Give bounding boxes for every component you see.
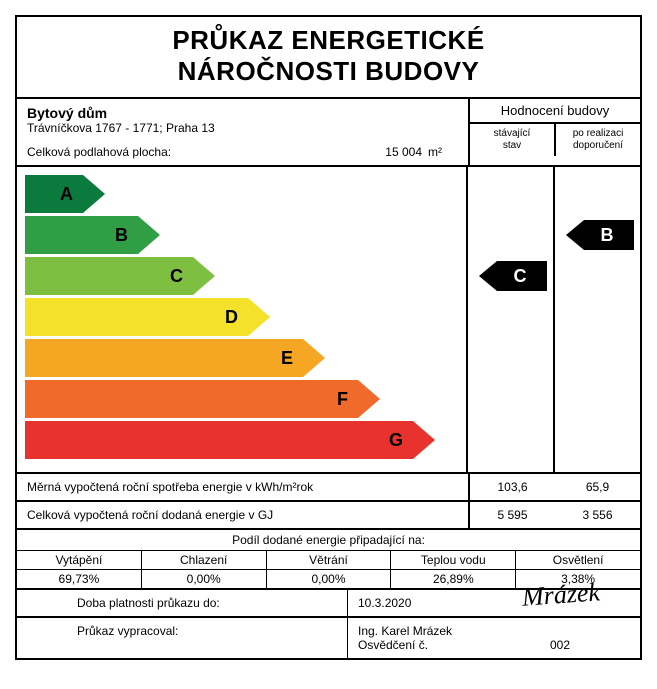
metric-row-2: Celková vypočtená roční dodaná energie v… [17, 502, 640, 530]
building-info: Bytový dům Trávníčkova 1767 - 1771; Prah… [17, 99, 470, 165]
floor-area: Celková podlahová plocha: 15 004 m² [27, 145, 458, 159]
metric-recommend: 3 556 [555, 502, 640, 528]
energy-arrow-a: A [25, 175, 105, 213]
title-line-1: PRŮKAZ ENERGETICKÉ [17, 25, 640, 56]
pointer-col-recommend: B [555, 167, 640, 472]
energy-arrow-e: E [25, 339, 325, 377]
energy-arrow-b: B [25, 216, 160, 254]
rating-columns: Hodnocení budovy stávající stav po reali… [470, 99, 640, 165]
metric-current: 5 595 [470, 502, 555, 528]
share-col-label: Větrání [267, 551, 392, 569]
floor-area-unit: m² [428, 145, 458, 159]
author-value: Ing. Karel Mrázek Osvědčení č. 002 [348, 618, 640, 658]
footer-validity: Doba platnosti průkazu do: 10.3.2020 Mrá… [17, 590, 640, 618]
energy-arrow-g: G [25, 421, 435, 459]
rating-header: Hodnocení budovy [470, 99, 640, 124]
floor-area-label: Celková podlahová plocha: [27, 145, 332, 159]
cert-no-value: 002 [550, 638, 630, 652]
arrow-row-d: D [25, 298, 466, 336]
energy-arrow-f: F [25, 380, 380, 418]
signature: Mrázek [521, 577, 601, 612]
building-name: Bytový dům [27, 105, 458, 121]
validity-value: 10.3.2020 Mrázek [348, 590, 640, 616]
metric-recommend: 65,9 [555, 474, 640, 500]
arrow-row-a: A [25, 175, 466, 213]
rating-col-current: stávající stav [470, 124, 556, 156]
building-address: Trávníčkova 1767 - 1771; Praha 13 [27, 121, 458, 135]
share-col-value: 26,89% [391, 570, 516, 588]
share-col-label: Teplou vodu [391, 551, 516, 569]
metric-current: 103,6 [470, 474, 555, 500]
arrow-row-g: G [25, 421, 466, 459]
author-label: Průkaz vypracoval: [17, 618, 348, 658]
title-line-2: NÁROČNOSTI BUDOVY [17, 56, 640, 87]
metric-row-1: Měrná vypočtená roční spotřeba energie v… [17, 474, 640, 502]
share-header: Podíl dodané energie připadající na: [17, 530, 640, 551]
validity-label: Doba platnosti průkazu do: [17, 590, 348, 616]
arrow-row-b: B [25, 216, 466, 254]
share-col-value: 0,00% [267, 570, 392, 588]
energy-certificate: PRŮKAZ ENERGETICKÉ NÁROČNOSTI BUDOVY Byt… [15, 15, 642, 660]
floor-area-value: 15 004 [332, 145, 428, 159]
rating-col-recommend: po realizaci doporučení [556, 124, 640, 156]
rating-pointer-c: C [479, 261, 547, 291]
arrow-row-e: E [25, 339, 466, 377]
metric-label: Měrná vypočtená roční spotřeba energie v… [17, 474, 470, 500]
footer-author: Průkaz vypracoval: Ing. Karel Mrázek Osv… [17, 618, 640, 658]
pointer-col-current: C [468, 167, 555, 472]
metrics-rows: Měrná vypočtená roční spotřeba energie v… [17, 474, 640, 530]
arrow-row-f: F [25, 380, 466, 418]
metric-label: Celková vypočtená roční dodaná energie v… [17, 502, 470, 528]
title-block: PRŮKAZ ENERGETICKÉ NÁROČNOSTI BUDOVY [17, 17, 640, 99]
info-row: Bytový dům Trávníčkova 1767 - 1771; Prah… [17, 99, 640, 167]
share-col-label: Vytápění [17, 551, 142, 569]
share-col-label: Osvětlení [516, 551, 640, 569]
cert-no-label: Osvědčení č. [358, 638, 550, 652]
rating-pointer-b: B [566, 220, 634, 250]
arrows-column: ABCDEFG [17, 167, 468, 472]
energy-arrow-d: D [25, 298, 270, 336]
energy-arrow-c: C [25, 257, 215, 295]
energy-chart: ABCDEFG C B [17, 167, 640, 474]
share-col-value: 0,00% [142, 570, 267, 588]
share-col-label: Chlazení [142, 551, 267, 569]
share-col-value: 69,73% [17, 570, 142, 588]
arrow-row-c: C [25, 257, 466, 295]
share-labels-row: VytápěníChlazeníVětráníTeplou voduOsvětl… [17, 551, 640, 570]
